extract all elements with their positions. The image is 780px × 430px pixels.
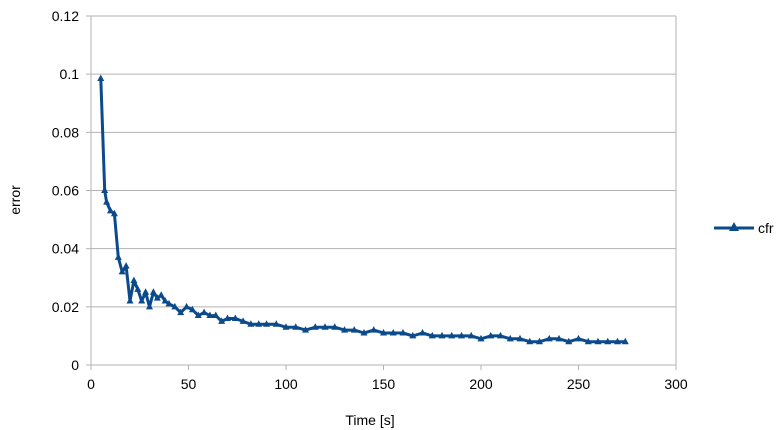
data-point [292,323,300,330]
data-point [341,326,348,333]
data-point [255,320,263,327]
x-tick-label: 100 [274,376,298,392]
data-point [409,331,417,339]
x-tick-labels: 0 50 100 150 200 250 300 [87,376,688,392]
data-point [231,314,239,321]
series-line-cfr [99,77,627,344]
data-point [565,337,573,345]
data-point [126,297,134,304]
data-point [584,337,592,345]
grid-lines [86,15,676,366]
x-axis-title: Time [s] [345,412,394,428]
data-point [331,323,339,330]
data-point [138,297,146,304]
data-point [545,334,553,342]
y-tick-label: 0.04 [52,241,79,257]
data-point [110,209,118,217]
data-point [194,311,202,319]
series-cfr [97,74,629,345]
data-point [448,331,456,339]
data-point [438,331,446,339]
data-point [263,320,270,327]
data-point [350,326,358,333]
data-point [247,320,255,327]
data-point [419,329,426,336]
data-point [161,297,169,304]
data-point [516,334,524,342]
data-point [171,302,179,310]
data-point [188,305,196,313]
data-point [458,331,465,339]
data-point [177,308,185,316]
data-point [224,314,231,321]
y-tick-label: 0.1 [60,66,80,82]
legend-marker-cfr [729,222,739,231]
data-point [399,329,407,336]
y-tick-label: 0.02 [52,299,79,315]
data-point [302,326,309,333]
x-tick-label: 150 [372,376,396,392]
data-point [134,285,142,292]
data-point [218,317,226,324]
data-point [206,311,214,319]
y-tick-labels: 0 0.02 0.04 0.06 0.08 0.1 0.12 [52,8,79,373]
data-point [360,329,368,336]
data-point [370,326,378,333]
data-point [118,267,126,275]
data-point [130,276,138,284]
data-point [536,337,543,345]
data-point [103,198,111,205]
data-point [200,308,208,316]
data-point [467,331,475,339]
data-point [212,311,220,319]
y-axis-title: error [7,185,23,215]
data-point [575,334,582,342]
data-point [380,329,387,336]
x-tick-label: 50 [181,376,197,392]
data-point [114,253,122,260]
data-point [157,291,165,298]
data-point [477,334,485,342]
data-point [142,288,150,295]
data-point [101,186,109,193]
data-point [183,302,191,310]
y-tick-label: 0.06 [52,183,79,199]
data-point [153,294,161,301]
y-tick-label: 0 [71,357,79,373]
data-point [97,74,105,82]
legend: cfr [714,220,774,236]
data-point [594,337,602,345]
data-point [604,337,612,345]
data-point [614,337,621,345]
data-point [321,323,329,330]
x-tick-label: 200 [469,376,493,392]
data-point [146,302,153,310]
data-point [555,334,563,342]
y-tick-label: 0.08 [52,124,79,140]
data-point [621,337,629,345]
x-tick-label: 0 [87,376,95,392]
data-point [122,262,130,269]
data-point [165,299,173,307]
data-point [506,334,514,342]
data-point [149,288,157,295]
data-point [526,337,534,345]
data-point [282,323,290,330]
legend-label-cfr: cfr [758,220,774,236]
data-point [487,331,495,339]
data-point [428,331,436,339]
data-point [311,323,319,330]
data-point [107,206,114,214]
data-point [497,331,504,339]
x-tick-label: 300 [664,376,688,392]
x-tick-label: 250 [567,376,591,392]
data-point [389,329,397,336]
plot-area [90,16,677,370]
y-tick-label: 0.12 [52,8,79,24]
data-point [239,317,247,324]
data-point [272,320,280,327]
